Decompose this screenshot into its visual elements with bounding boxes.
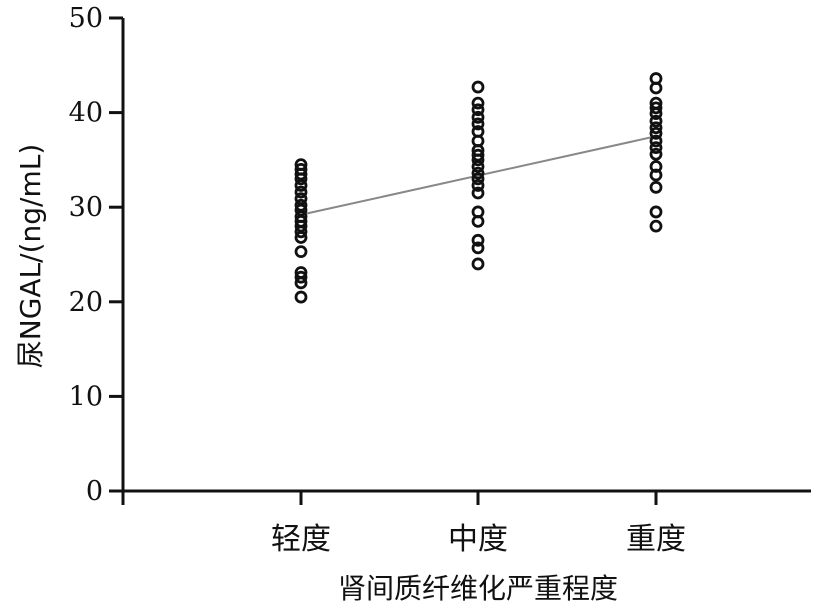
y-tick-label: 10 [69,381,103,412]
data-point [649,81,663,95]
data-point [294,172,308,186]
data-point [294,276,308,290]
data-point [294,225,308,239]
data-point [471,257,485,271]
data-point [294,245,308,259]
data-point [471,233,485,247]
x-axis: 轻度 中度 重度 [121,489,811,557]
data-point [294,270,308,284]
data-point [649,180,663,194]
data-point [649,147,663,161]
data-point [649,219,663,233]
data-points [294,72,663,304]
y-axis-title: 尿NGAL/(ng/mL) [14,144,47,369]
data-point [471,117,485,131]
data-point [649,121,663,135]
data-point [471,166,485,180]
y-tick-label: 0 [86,476,103,507]
data-point [471,103,485,117]
data-point [471,153,485,167]
data-point [649,101,663,115]
x-tick-label: 重度 [626,522,686,557]
y-tick-label: 40 [69,98,103,129]
data-point [471,186,485,200]
data-point [294,231,308,244]
data-point [649,107,663,120]
data-point [471,110,485,124]
data-point [471,241,485,255]
y-tick-label: 20 [69,287,103,318]
x-axis-title: 肾间质纤维化严重程度 [338,572,618,605]
data-point [294,290,308,304]
data-point [649,168,663,182]
data-point [471,80,485,94]
y-tick-label: 30 [69,192,103,223]
data-point [471,96,485,110]
data-point [471,214,485,228]
data-point [649,141,663,155]
data-point [649,127,663,140]
data-point [294,179,308,192]
data-point [649,160,663,173]
data-point [471,179,485,192]
trendline [300,135,657,216]
data-point [649,205,663,219]
data-point [471,172,485,186]
x-tick-label: 中度 [448,522,508,557]
data-point [649,134,663,148]
y-tick-label: 50 [69,3,103,34]
x-tick-label: 轻度 [271,522,331,557]
data-point [471,160,485,173]
y-axis: 0 10 20 30 40 50 [69,3,125,507]
data-point [294,185,308,199]
data-point [649,114,663,128]
